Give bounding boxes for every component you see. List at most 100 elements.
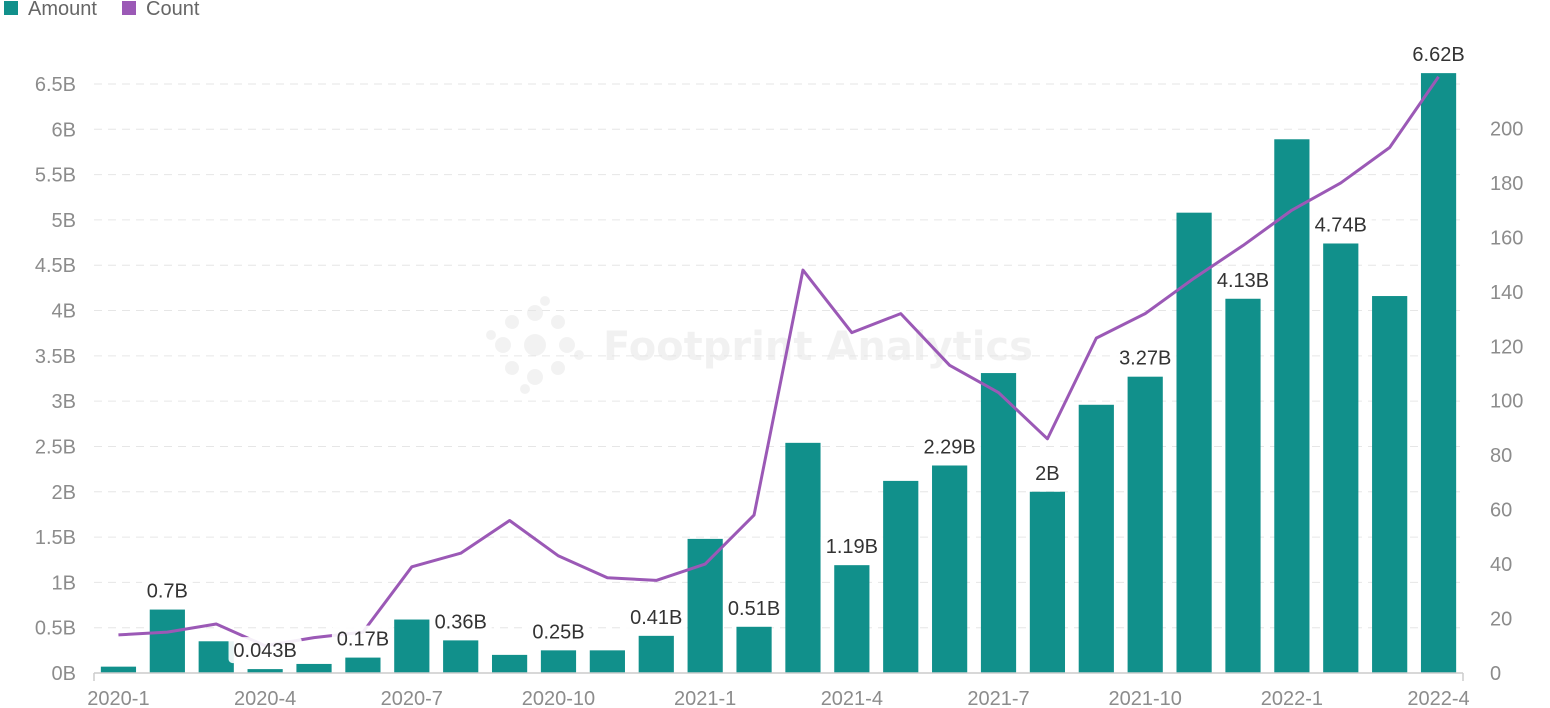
data-label-bg bbox=[625, 603, 688, 630]
data-label-2021-12: 4.13B bbox=[1217, 270, 1269, 292]
data-label-2020-4: 0.043B bbox=[233, 640, 296, 662]
amount-bar-2021-3[interactable] bbox=[785, 442, 821, 673]
amount-bar-2020-2[interactable] bbox=[149, 609, 185, 673]
y-left-tick-label: 0.5B bbox=[35, 618, 76, 640]
data-label-2021-10: 3.27B bbox=[1119, 348, 1171, 370]
y-left-tick-label: 1B bbox=[52, 572, 76, 594]
amount-bar-2021-5[interactable] bbox=[883, 480, 919, 673]
y-left-tick-label: 5B bbox=[52, 210, 76, 232]
amount-bars bbox=[100, 73, 1457, 674]
y-left-tick-label: 3.5B bbox=[35, 346, 76, 368]
legend-swatch-icon bbox=[122, 1, 136, 15]
data-label-2021-4: 1.19B bbox=[826, 536, 878, 558]
amount-bar-2021-9[interactable] bbox=[1078, 404, 1114, 673]
amount-bar-2022-1[interactable] bbox=[1274, 139, 1310, 673]
amount-bar-2022-4[interactable] bbox=[1420, 73, 1457, 673]
x-tick-label: 2020-10 bbox=[522, 688, 595, 708]
data-label-bg bbox=[1211, 266, 1274, 293]
data-label-2020-12: 0.41B bbox=[630, 607, 682, 629]
legend: Amount Count bbox=[4, 0, 200, 20]
x-tick-label: 2022-1 bbox=[1261, 688, 1323, 708]
amount-bar-2021-10[interactable] bbox=[1127, 376, 1163, 673]
data-label-2022-2: 4.74B bbox=[1315, 214, 1367, 236]
amount-bar-2021-8[interactable] bbox=[1029, 491, 1066, 673]
amount-bar-2021-4[interactable] bbox=[834, 565, 870, 673]
y-right-tick-label: 0 bbox=[1490, 663, 1501, 685]
legend-label: Amount bbox=[28, 0, 97, 20]
amount-bar-2020-3[interactable] bbox=[198, 641, 234, 673]
amount-bar-2020-9[interactable] bbox=[491, 654, 528, 673]
y-left-tick-label: 6.5B bbox=[35, 74, 76, 96]
amount-bar-2021-12[interactable] bbox=[1225, 298, 1261, 673]
y-right-tick-label: 160 bbox=[1490, 227, 1523, 249]
y-left-tick-label: 4.5B bbox=[35, 255, 76, 277]
amount-bar-2021-11[interactable] bbox=[1176, 212, 1212, 674]
y-right-tick-label: 120 bbox=[1490, 336, 1523, 358]
amount-bar-2020-12[interactable] bbox=[638, 635, 674, 673]
x-tick-label: 2020-7 bbox=[381, 688, 443, 708]
y-left-tick-label: 5.5B bbox=[35, 165, 76, 187]
watermark-text: Footprint Analytics bbox=[603, 324, 1033, 370]
amount-bar-2021-2[interactable] bbox=[736, 626, 772, 673]
amount-bar-2020-4[interactable] bbox=[247, 669, 283, 673]
data-label-2020-2: 0.7B bbox=[147, 581, 188, 603]
data-label-2020-10: 0.25B bbox=[532, 621, 584, 643]
y-right-tick-label: 80 bbox=[1490, 445, 1512, 467]
data-label-bg bbox=[527, 618, 590, 645]
y-left-tick-label: 2.5B bbox=[35, 436, 76, 458]
x-tick-label: 2020-4 bbox=[234, 688, 296, 708]
y-left-tick-label: 6B bbox=[52, 119, 76, 141]
amount-bar-2021-1[interactable] bbox=[687, 538, 723, 673]
data-labels: 0.7B 0.043B 0.17B 0.36B 0.25B 0.41B 0.51B 1.19B… bbox=[141, 41, 1470, 664]
y-left-tick-label: 1.5B bbox=[35, 527, 76, 549]
amount-bar-2020-6[interactable] bbox=[345, 657, 381, 673]
y-right-tick-label: 60 bbox=[1490, 500, 1512, 522]
amount-bar-2020-1[interactable] bbox=[100, 666, 137, 673]
data-label-bg bbox=[228, 637, 302, 664]
data-label-bg bbox=[1309, 211, 1372, 238]
amount-bar-2021-7[interactable] bbox=[980, 373, 1017, 673]
y-left-tick-label: 3B bbox=[52, 391, 76, 413]
amount-bar-2020-7[interactable] bbox=[394, 619, 430, 673]
x-tick-label: 2021-7 bbox=[967, 688, 1029, 708]
data-label-bg bbox=[918, 433, 981, 460]
amount-bar-2021-6[interactable] bbox=[932, 465, 968, 673]
amount-bar-2020-8[interactable] bbox=[443, 640, 479, 673]
data-label-bg bbox=[820, 533, 883, 560]
data-label-2022-4: 6.62B bbox=[1412, 44, 1464, 66]
y-right-tick-label: 20 bbox=[1490, 609, 1512, 631]
amount-bar-2020-10[interactable] bbox=[540, 650, 577, 673]
data-label-bg bbox=[429, 608, 492, 635]
data-label-bg bbox=[1407, 41, 1470, 68]
data-label-2020-6: 0.17B bbox=[337, 629, 389, 651]
data-label-2021-6: 2.29B bbox=[923, 436, 975, 458]
legend-item-count[interactable]: Count bbox=[122, 0, 200, 20]
data-label-2020-8: 0.36B bbox=[435, 611, 487, 633]
legend-item-amount[interactable]: Amount bbox=[4, 0, 97, 20]
amount-bar-2022-2[interactable] bbox=[1323, 243, 1359, 673]
data-label-bg bbox=[331, 625, 394, 652]
data-label-2021-2: 0.51B bbox=[728, 598, 780, 620]
data-label-bg bbox=[1033, 459, 1062, 486]
watermark-logo-icon bbox=[486, 296, 584, 394]
x-tick-label: 2022-4 bbox=[1407, 688, 1469, 708]
y-left-tick-label: 0B bbox=[52, 663, 76, 685]
amount-bar-2020-5[interactable] bbox=[296, 663, 332, 673]
x-tick-label: 2021-4 bbox=[821, 688, 883, 708]
y-right-tick-label: 40 bbox=[1490, 554, 1512, 576]
y-left-tick-label: 2B bbox=[52, 482, 76, 504]
amount-bar-2022-3[interactable] bbox=[1372, 296, 1408, 673]
amount-bar-2020-11[interactable] bbox=[589, 650, 625, 673]
watermark: Footprint Analytics bbox=[486, 296, 1033, 394]
y-right-tick-label: 180 bbox=[1490, 173, 1523, 195]
x-tick-label: 2020-1 bbox=[87, 688, 149, 708]
data-label-2021-8: 2B bbox=[1035, 463, 1059, 485]
y-right-tick-label: 100 bbox=[1490, 391, 1523, 413]
x-tick-label: 2021-1 bbox=[674, 688, 736, 708]
data-label-bg bbox=[723, 594, 786, 621]
y-right-tick-label: 200 bbox=[1490, 118, 1523, 140]
y-right-tick-label: 140 bbox=[1490, 282, 1523, 304]
data-label-bg bbox=[1114, 344, 1177, 371]
